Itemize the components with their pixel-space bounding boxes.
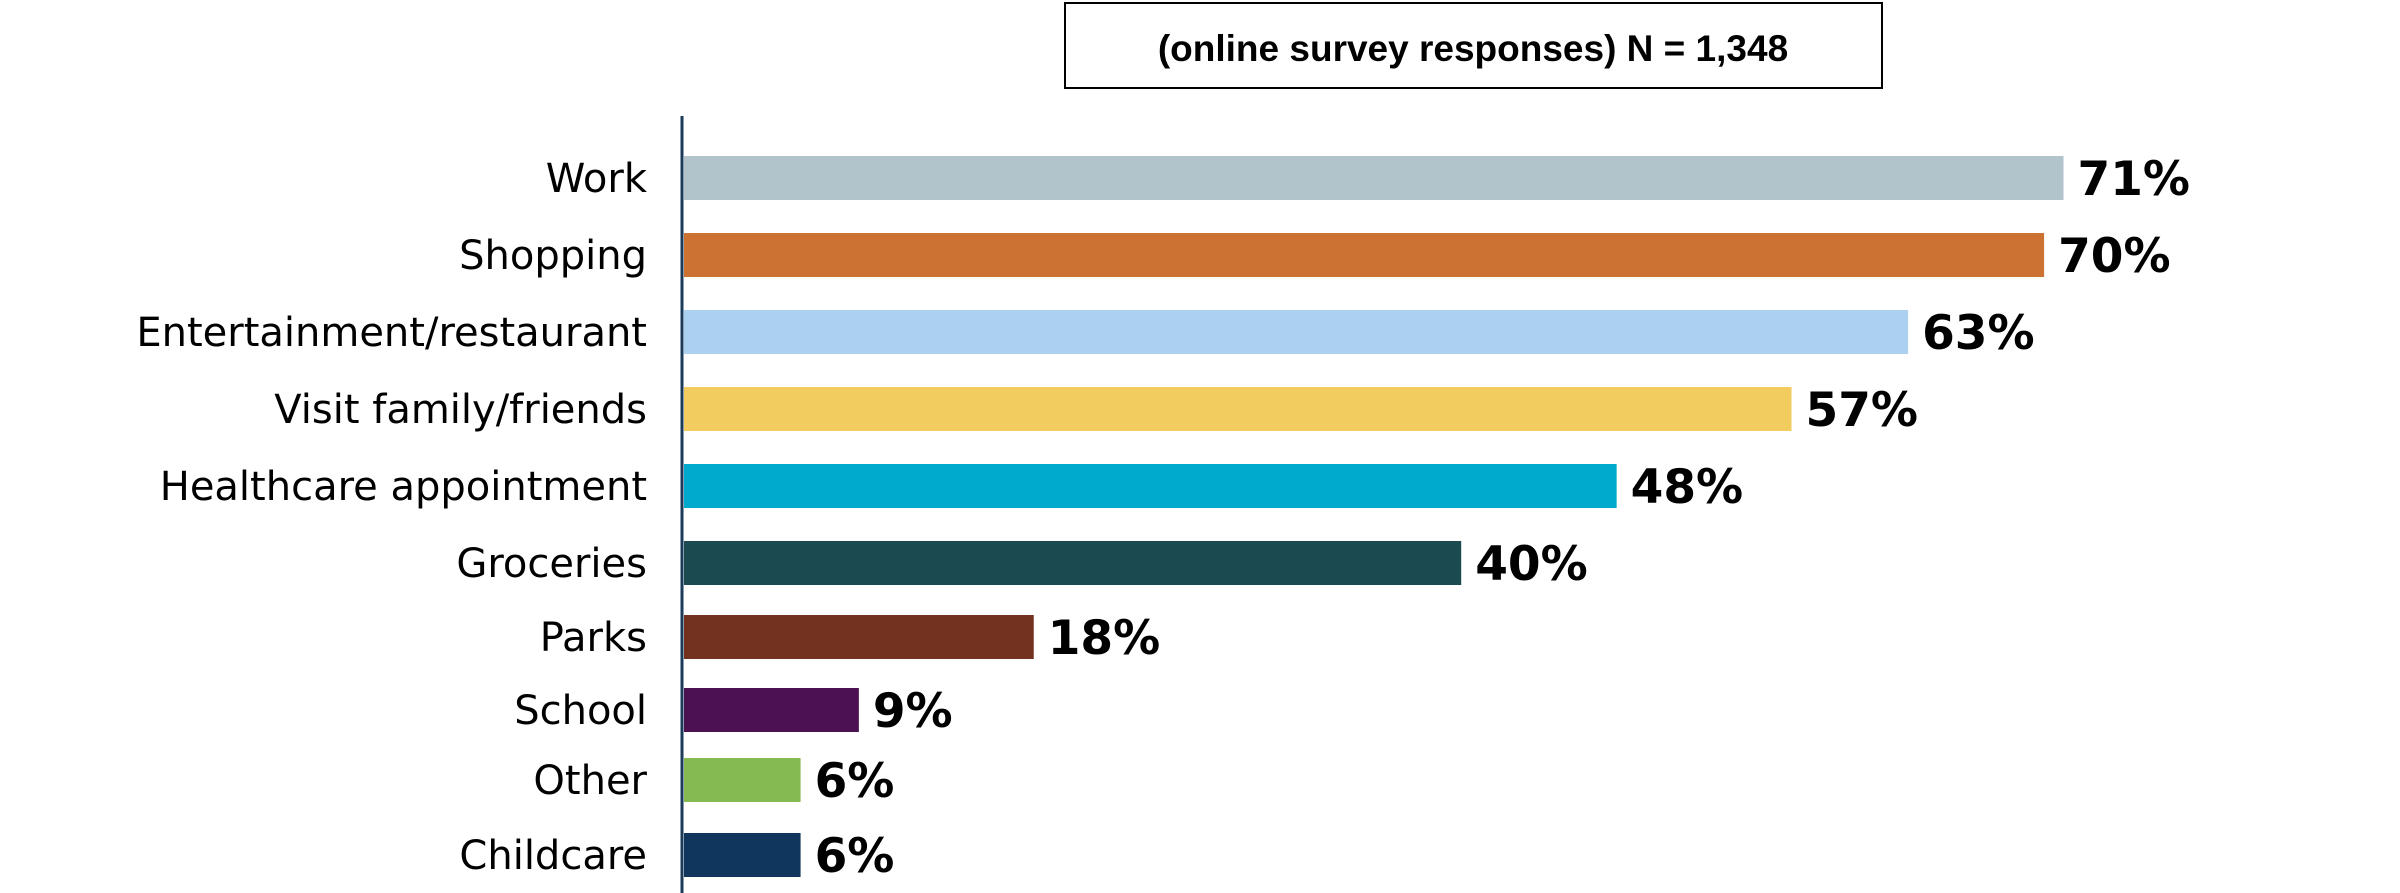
bar-healthcare-appointment [684,464,1617,508]
bar-groceries [684,541,1462,585]
bar-work [684,156,2064,200]
category-label-work: Work [546,156,648,202]
bar-school [684,688,859,732]
bar-visit-family-friends [684,387,1792,431]
value-label-healthcare-appointment: 48% [1631,460,1744,515]
category-label-groceries: Groceries [456,541,647,587]
category-label-childcare: Childcare [459,833,647,879]
bar-childcare [684,833,801,877]
survey-note: (online survey responses) N = 1,348 [1064,2,1883,89]
bar-shopping [684,233,2045,277]
value-label-shopping: 70% [2058,229,2171,284]
bar-other [684,758,801,802]
bars-layer: Work 71% Shopping 70% Entertainment/restaura… [136,152,2190,884]
bar-entertainment-restaurant [684,310,1909,354]
category-label-school: School [514,688,647,734]
value-label-childcare: 6% [815,829,895,884]
value-label-parks: 18% [1048,611,1161,666]
value-label-work: 71% [2078,152,2191,207]
category-label-visit-family-friends: Visit family/friends [274,387,647,433]
value-label-entertainment-restaurant: 63% [1922,306,2035,361]
value-label-groceries: 40% [1475,537,1588,592]
category-label-shopping: Shopping [459,233,647,279]
value-label-school: 9% [873,684,953,739]
value-label-visit-family-friends: 57% [1806,383,1919,438]
category-label-healthcare-appointment: Healthcare appointment [160,464,647,510]
value-label-other: 6% [815,754,895,809]
category-label-other: Other [533,758,647,804]
survey-note-box [1064,2,1883,89]
survey-note-text: (online survey responses) N = 1,348 [1158,28,1788,69]
bar-parks [684,615,1034,659]
category-label-parks: Parks [540,615,647,661]
category-label-entertainment-restaurant: Entertainment/restaurant [136,310,647,356]
